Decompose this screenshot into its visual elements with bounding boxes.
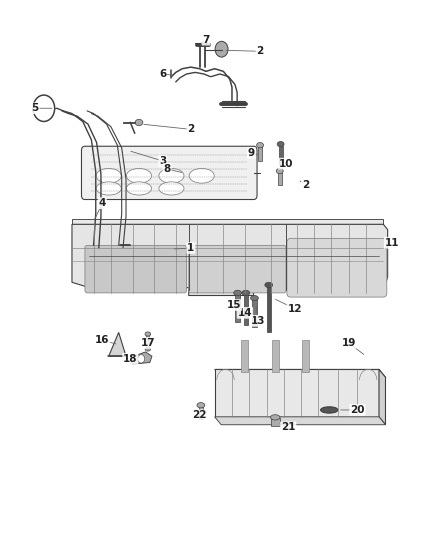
Text: 11: 11 (385, 238, 399, 248)
Ellipse shape (277, 141, 284, 147)
Ellipse shape (257, 142, 264, 148)
Ellipse shape (234, 290, 241, 295)
Text: 19: 19 (342, 338, 356, 348)
Bar (267, 285, 271, 333)
Ellipse shape (127, 182, 152, 195)
Text: 20: 20 (350, 405, 364, 415)
Text: 8: 8 (163, 164, 171, 174)
Text: 6: 6 (159, 69, 166, 79)
Text: 21: 21 (281, 422, 296, 432)
Text: 7: 7 (202, 35, 210, 45)
Text: 2: 2 (302, 180, 309, 190)
FancyBboxPatch shape (81, 146, 257, 199)
Bar (244, 293, 248, 325)
Bar (271, 418, 279, 426)
Text: 9: 9 (248, 148, 255, 158)
Ellipse shape (159, 168, 184, 183)
Ellipse shape (96, 168, 121, 183)
Bar (278, 172, 282, 185)
Ellipse shape (197, 402, 205, 408)
Polygon shape (379, 369, 385, 425)
Polygon shape (215, 369, 385, 377)
Ellipse shape (127, 168, 152, 183)
Circle shape (215, 41, 228, 57)
Text: 3: 3 (159, 156, 166, 166)
Polygon shape (109, 333, 126, 356)
Text: 2: 2 (257, 46, 264, 56)
Ellipse shape (265, 282, 272, 288)
Bar (252, 298, 257, 327)
Text: 14: 14 (238, 308, 252, 318)
Ellipse shape (145, 348, 151, 351)
Ellipse shape (159, 182, 184, 195)
Ellipse shape (276, 168, 283, 174)
Text: 5: 5 (32, 103, 39, 114)
Ellipse shape (135, 119, 143, 126)
Text: 13: 13 (251, 316, 265, 326)
Ellipse shape (148, 245, 169, 253)
Bar (146, 335, 149, 348)
Ellipse shape (120, 239, 126, 244)
Text: 15: 15 (227, 300, 241, 310)
Polygon shape (215, 417, 385, 425)
Text: 17: 17 (140, 338, 155, 348)
Bar (241, 341, 248, 372)
Text: 16: 16 (95, 335, 110, 345)
Bar (302, 341, 309, 372)
FancyBboxPatch shape (85, 245, 187, 293)
Text: 4: 4 (99, 198, 106, 208)
Ellipse shape (242, 290, 250, 295)
Ellipse shape (321, 407, 338, 413)
Ellipse shape (270, 415, 280, 420)
Text: 22: 22 (192, 410, 207, 420)
FancyBboxPatch shape (287, 239, 387, 297)
Text: 10: 10 (279, 159, 293, 168)
Polygon shape (72, 219, 383, 224)
Text: 12: 12 (287, 304, 302, 314)
Bar (258, 146, 262, 161)
Text: 2: 2 (187, 124, 194, 134)
Text: 1: 1 (187, 243, 194, 253)
Bar (199, 406, 203, 419)
Bar (279, 146, 283, 165)
Ellipse shape (145, 332, 151, 336)
Circle shape (138, 354, 145, 363)
Polygon shape (72, 224, 388, 295)
Polygon shape (131, 352, 152, 364)
Ellipse shape (189, 168, 214, 183)
Polygon shape (215, 369, 379, 417)
Bar (272, 341, 279, 372)
Text: 18: 18 (123, 354, 138, 364)
FancyBboxPatch shape (189, 245, 286, 293)
Ellipse shape (251, 295, 258, 301)
Ellipse shape (96, 182, 121, 195)
Bar (236, 293, 240, 322)
